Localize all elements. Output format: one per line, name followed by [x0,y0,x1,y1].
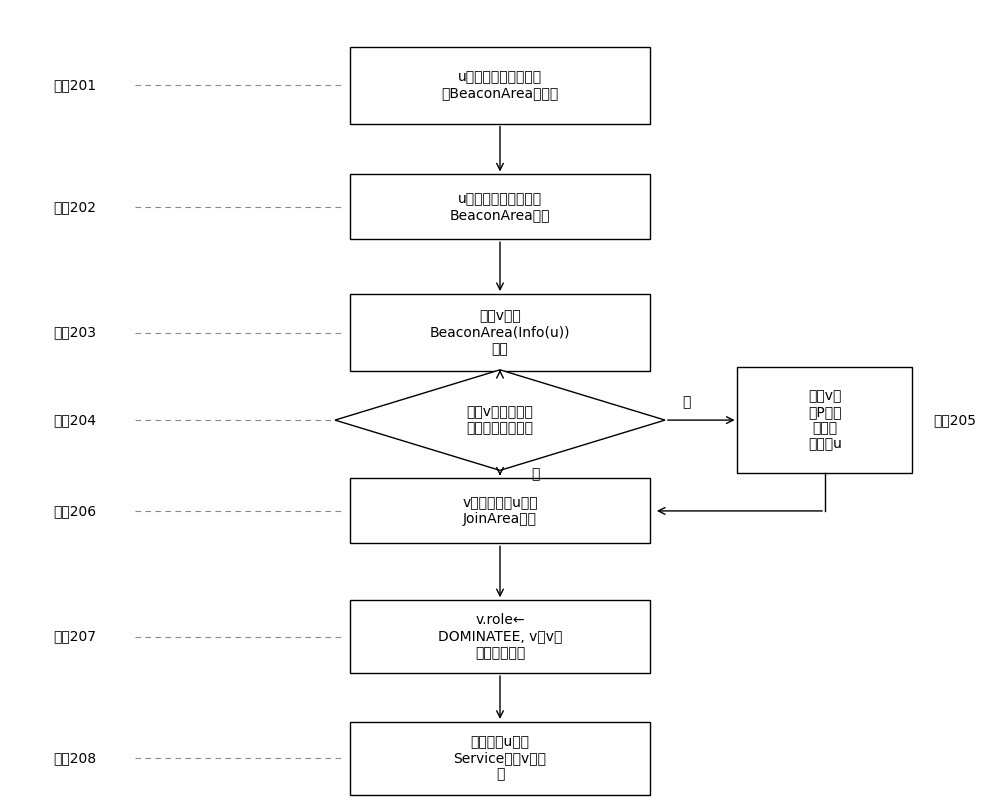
Text: 步骤203: 步骤203 [54,325,96,340]
Text: 步骤201: 步骤201 [53,78,97,92]
Text: 簇头节点u维护
Service表中v的信
息: 簇头节点u维护 Service表中v的信 息 [454,735,546,782]
Text: 否: 否 [682,395,690,410]
Bar [350,46,650,123]
Bar [737,367,912,473]
Text: 步骤206: 步骤206 [53,504,97,518]
Bar [350,600,650,673]
Text: 节点v一跳范围内
只有一个簇头节点: 节点v一跳范围内 只有一个簇头节点 [466,405,534,436]
Text: 步骤202: 步骤202 [54,200,96,214]
Text: 是: 是 [531,467,539,482]
Text: 步骤207: 步骤207 [54,629,96,644]
Text: 节点v选
择P值最
大的簇
头节点u: 节点v选 择P值最 大的簇 头节点u [808,388,842,452]
Text: v向簇头节点u发送
JoinArea消息: v向簇头节点u发送 JoinArea消息 [462,496,538,526]
Text: v.role←
DOMINATEE, v。v加
入簇过程完成: v.role← DOMINATEE, v。v加 入簇过程完成 [438,613,562,660]
Bar [350,294,650,371]
Bar [350,174,650,239]
Bar [350,722,650,795]
Text: 步骤204: 步骤204 [54,413,96,427]
Text: 节点v接收
BeaconArea(Info(u))
消息: 节点v接收 BeaconArea(Info(u)) 消息 [430,309,570,356]
Bar [350,478,650,543]
Polygon shape [335,370,665,470]
Text: u自选为簇头节点，启
动BeaconArea计时器: u自选为簇头节点，启 动BeaconArea计时器 [441,70,559,101]
Text: 步骤208: 步骤208 [53,751,97,766]
Text: 步骤205: 步骤205 [934,413,976,427]
Text: u向其邻节点广播发送
BeaconArea消息: u向其邻节点广播发送 BeaconArea消息 [450,191,550,222]
